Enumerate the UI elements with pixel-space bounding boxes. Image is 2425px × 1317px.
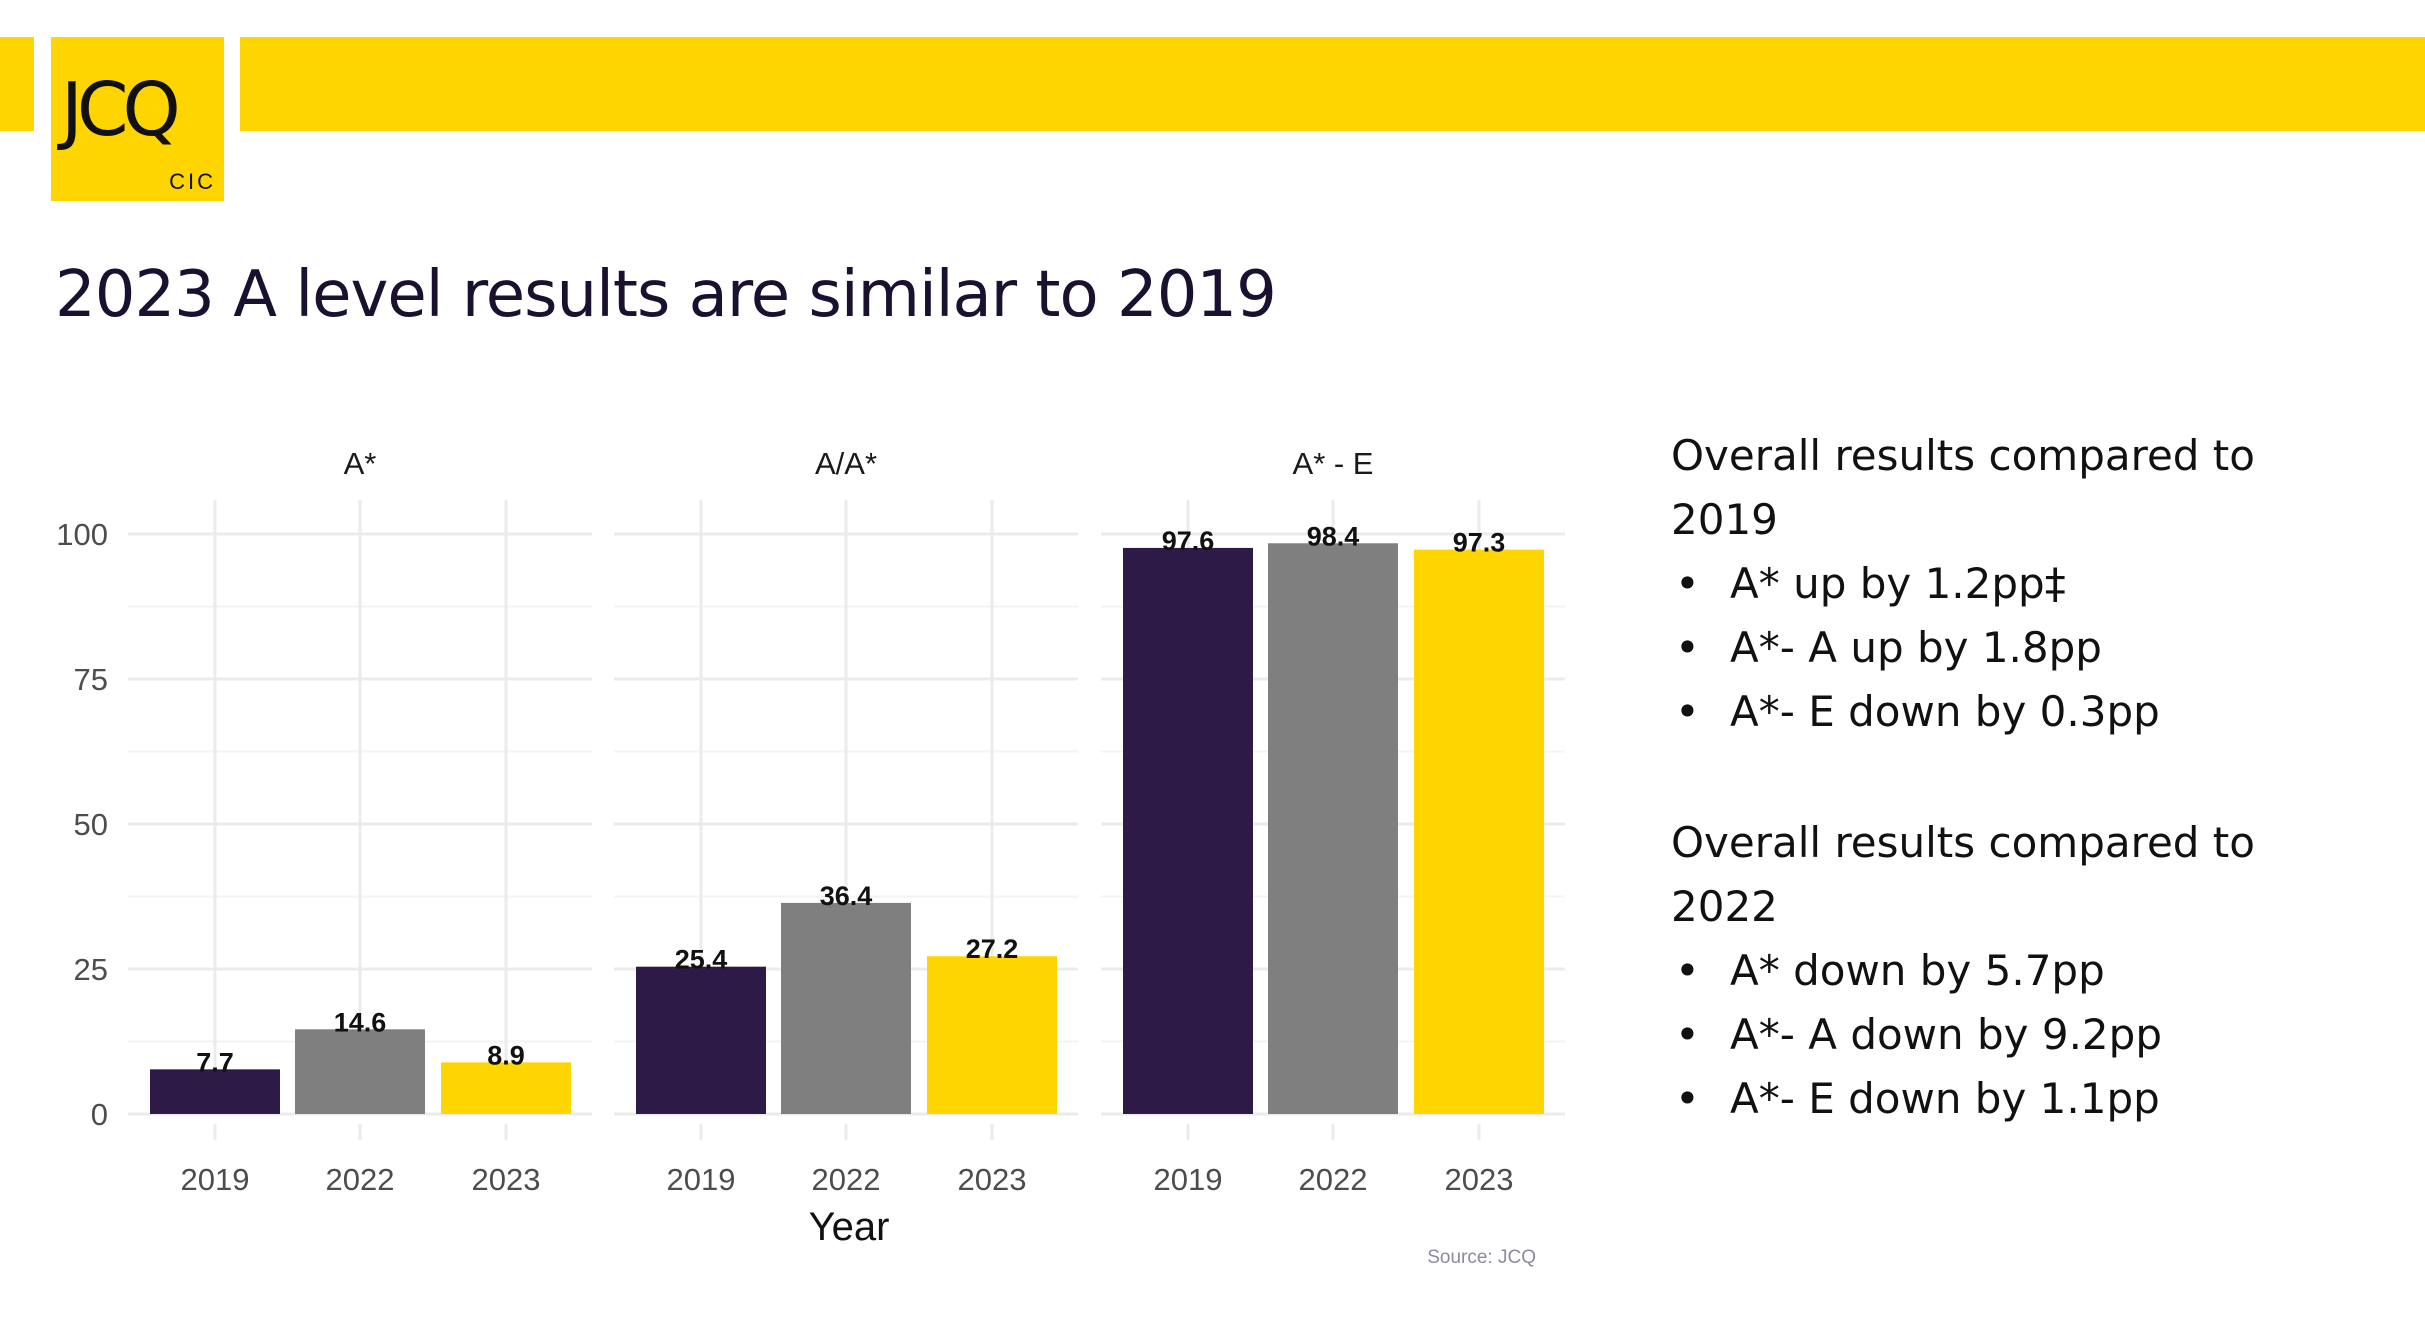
facet-title: A* xyxy=(344,446,377,481)
x-tick-label: 2023 xyxy=(472,1162,541,1197)
summary-heading: Overall results compared to xyxy=(1671,431,2255,480)
data-label: 27.2 xyxy=(966,934,1019,964)
x-tick-label: 2023 xyxy=(958,1162,1027,1197)
data-label: 36.4 xyxy=(820,881,873,911)
x-axis-title: Year xyxy=(809,1205,890,1249)
bar-2023 xyxy=(927,956,1057,1114)
bar-2019 xyxy=(636,966,766,1114)
x-tick-label: 2019 xyxy=(181,1162,250,1197)
data-label: 97.6 xyxy=(1162,526,1215,556)
jcq-logo: JCQ CIC xyxy=(51,37,224,201)
source-note: Source: JCQ xyxy=(1427,1247,1536,1268)
summary-heading: Overall results compared to xyxy=(1671,818,2255,867)
data-label: 14.6 xyxy=(334,1007,387,1037)
logo-text: JCQ xyxy=(61,67,181,153)
x-tick-label: 2022 xyxy=(326,1162,395,1197)
y-tick-label: 100 xyxy=(56,517,108,552)
data-label: 8.9 xyxy=(487,1040,525,1070)
header-band xyxy=(240,37,2425,131)
summary-block-2019: Overall results compared to 2019 A* up b… xyxy=(1671,424,2255,744)
summary-bullet: A*- E down by 0.3pp xyxy=(1671,680,2255,744)
summary-heading-year: 2019 xyxy=(1671,495,1778,544)
data-label: 98.4 xyxy=(1307,521,1360,551)
x-tick-label: 2019 xyxy=(667,1162,736,1197)
y-tick-label: 25 xyxy=(74,952,108,987)
bar-2022 xyxy=(1268,543,1398,1114)
summary-bullet: A*- A up by 1.8pp xyxy=(1671,616,2255,680)
logo-subtext: CIC xyxy=(169,169,216,194)
summary-heading-year: 2022 xyxy=(1671,882,1778,931)
header-band-left xyxy=(0,37,34,131)
summary-bullet: A*- E down by 1.1pp xyxy=(1671,1067,2255,1131)
x-tick-label: 2022 xyxy=(812,1162,881,1197)
data-label: 25.4 xyxy=(675,945,728,975)
bar-2019 xyxy=(1123,547,1253,1114)
bar-2023 xyxy=(1414,549,1544,1114)
x-tick-label: 2022 xyxy=(1299,1162,1368,1197)
page-title: 2023 A level results are similar to 2019 xyxy=(55,258,1277,332)
facet-title: A* - E xyxy=(1293,446,1374,481)
bar-2019 xyxy=(150,1069,280,1114)
summary-block-2022: Overall results compared to 2022 A* down… xyxy=(1671,811,2255,1131)
data-label: 97.3 xyxy=(1453,528,1506,558)
summary-bullet: A*- A down by 9.2pp xyxy=(1671,1003,2255,1067)
bar-2023 xyxy=(441,1062,571,1114)
bar-2022 xyxy=(295,1029,425,1114)
bar-2022 xyxy=(781,902,911,1114)
facet-title: A/A* xyxy=(815,446,877,481)
x-tick-label: 2023 xyxy=(1445,1162,1514,1197)
y-tick-label: 75 xyxy=(74,662,108,697)
y-tick-label: 50 xyxy=(74,807,108,842)
summary-bullet: A* up by 1.2pp‡ xyxy=(1671,552,2255,616)
x-tick-label: 2019 xyxy=(1154,1162,1223,1197)
y-tick-label: 0 xyxy=(91,1097,108,1132)
summary-bullet: A* down by 5.7pp xyxy=(1671,939,2255,1003)
data-label: 7.7 xyxy=(196,1047,234,1077)
